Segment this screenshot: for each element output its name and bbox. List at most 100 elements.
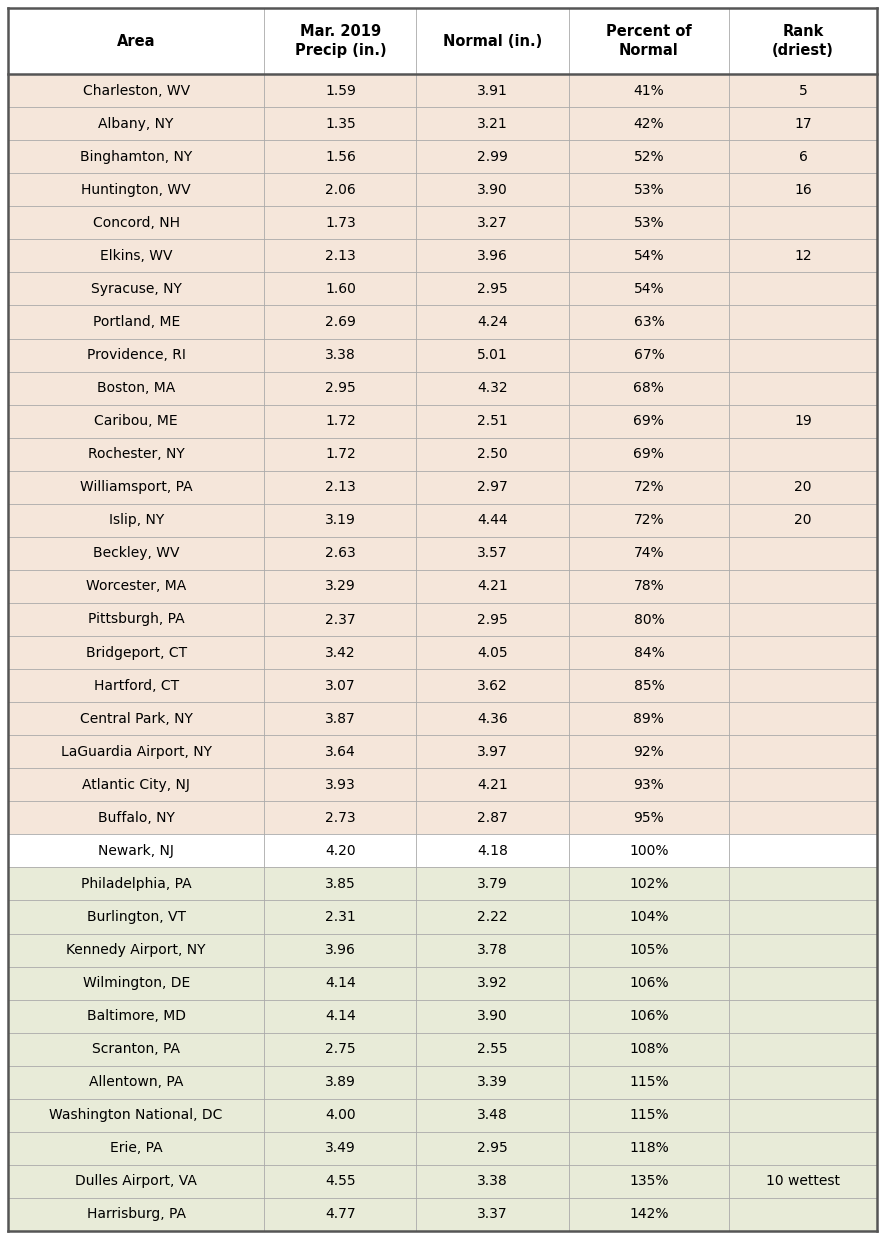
- Bar: [8, 273, 877, 306]
- Bar: [8, 372, 877, 405]
- Text: 5.01: 5.01: [477, 348, 508, 362]
- Text: 3.96: 3.96: [325, 943, 356, 957]
- Text: 1.73: 1.73: [325, 216, 356, 230]
- Text: Elkins, WV: Elkins, WV: [100, 249, 173, 263]
- Text: Central Park, NY: Central Park, NY: [80, 711, 193, 726]
- Text: Mar. 2019
Precip (in.): Mar. 2019 Precip (in.): [295, 24, 386, 58]
- Bar: [8, 207, 877, 239]
- Bar: [8, 107, 877, 140]
- Text: Rochester, NY: Rochester, NY: [88, 447, 185, 461]
- Text: 93%: 93%: [634, 778, 665, 792]
- Text: Dulles Airport, VA: Dulles Airport, VA: [75, 1175, 197, 1188]
- Text: Rank
(driest): Rank (driest): [773, 24, 834, 58]
- Bar: [8, 703, 877, 735]
- Text: 4.24: 4.24: [477, 315, 508, 330]
- Text: 3.37: 3.37: [477, 1208, 508, 1222]
- Text: 105%: 105%: [629, 943, 669, 957]
- Text: 3.92: 3.92: [477, 976, 508, 990]
- Text: 54%: 54%: [634, 249, 665, 263]
- Bar: [8, 834, 877, 867]
- Text: 4.32: 4.32: [477, 382, 508, 395]
- Text: Wilmington, DE: Wilmington, DE: [82, 976, 189, 990]
- Text: Binghamton, NY: Binghamton, NY: [80, 150, 192, 164]
- Bar: [8, 504, 877, 536]
- Text: 2.73: 2.73: [325, 810, 356, 825]
- Bar: [8, 966, 877, 1000]
- Text: 3.90: 3.90: [477, 183, 508, 197]
- Text: 53%: 53%: [634, 183, 665, 197]
- Text: 92%: 92%: [634, 745, 665, 758]
- Text: 3.27: 3.27: [477, 216, 508, 230]
- Bar: [8, 338, 877, 372]
- Text: Kennedy Airport, NY: Kennedy Airport, NY: [66, 943, 206, 957]
- Text: Philadelphia, PA: Philadelphia, PA: [81, 877, 191, 891]
- Bar: [8, 636, 877, 669]
- Text: 41%: 41%: [634, 84, 665, 98]
- Text: 104%: 104%: [629, 909, 669, 924]
- Text: 12: 12: [795, 249, 812, 263]
- Text: 2.22: 2.22: [477, 909, 508, 924]
- Text: Hartford, CT: Hartford, CT: [94, 679, 179, 693]
- Bar: [8, 570, 877, 603]
- Text: 67%: 67%: [634, 348, 665, 362]
- Text: Washington National, DC: Washington National, DC: [50, 1109, 223, 1123]
- Text: 3.29: 3.29: [325, 580, 356, 593]
- Text: 3.93: 3.93: [325, 778, 356, 792]
- Text: 106%: 106%: [629, 976, 669, 990]
- Text: 3.42: 3.42: [325, 646, 356, 659]
- Text: 95%: 95%: [634, 810, 665, 825]
- Bar: [8, 173, 877, 207]
- Text: Islip, NY: Islip, NY: [109, 513, 164, 528]
- Text: 74%: 74%: [634, 546, 665, 560]
- Text: 20: 20: [795, 513, 812, 528]
- Text: 20: 20: [795, 481, 812, 494]
- Text: Allentown, PA: Allentown, PA: [89, 1075, 183, 1089]
- Text: Boston, MA: Boston, MA: [97, 382, 175, 395]
- Text: 78%: 78%: [634, 580, 665, 593]
- Text: Portland, ME: Portland, ME: [93, 315, 180, 330]
- Bar: [8, 536, 877, 570]
- Text: Williamsport, PA: Williamsport, PA: [80, 481, 193, 494]
- Text: 2.95: 2.95: [477, 282, 508, 296]
- Text: 72%: 72%: [634, 513, 665, 528]
- Text: Newark, NJ: Newark, NJ: [98, 844, 174, 857]
- Text: 106%: 106%: [629, 1009, 669, 1023]
- Text: 19: 19: [794, 414, 812, 429]
- Text: 2.55: 2.55: [477, 1042, 508, 1056]
- Text: 3.85: 3.85: [325, 877, 356, 891]
- Text: 4.00: 4.00: [325, 1109, 356, 1123]
- Bar: [8, 437, 877, 471]
- Text: 17: 17: [795, 116, 812, 130]
- Text: 4.14: 4.14: [325, 1009, 356, 1023]
- Bar: [8, 933, 877, 966]
- Bar: [8, 239, 877, 273]
- Text: 2.63: 2.63: [325, 546, 356, 560]
- Text: 42%: 42%: [634, 116, 665, 130]
- Bar: [8, 768, 877, 802]
- Text: 2.87: 2.87: [477, 810, 508, 825]
- Text: Baltimore, MD: Baltimore, MD: [87, 1009, 186, 1023]
- Text: Syracuse, NY: Syracuse, NY: [91, 282, 181, 296]
- Text: 4.14: 4.14: [325, 976, 356, 990]
- Text: 4.18: 4.18: [477, 844, 508, 857]
- Text: LaGuardia Airport, NY: LaGuardia Airport, NY: [61, 745, 212, 758]
- Text: 69%: 69%: [634, 414, 665, 429]
- Text: 3.07: 3.07: [325, 679, 356, 693]
- Text: 2.31: 2.31: [325, 909, 356, 924]
- Text: 3.57: 3.57: [477, 546, 508, 560]
- Text: 2.69: 2.69: [325, 315, 356, 330]
- Text: 2.51: 2.51: [477, 414, 508, 429]
- Text: 2.97: 2.97: [477, 481, 508, 494]
- Text: 4.21: 4.21: [477, 778, 508, 792]
- Text: 1.56: 1.56: [325, 150, 356, 164]
- Text: 2.95: 2.95: [325, 382, 356, 395]
- Text: 10 wettest: 10 wettest: [766, 1175, 840, 1188]
- Bar: [8, 1032, 877, 1066]
- Text: 2.50: 2.50: [477, 447, 508, 461]
- Text: 2.13: 2.13: [325, 249, 356, 263]
- Text: Scranton, PA: Scranton, PA: [92, 1042, 181, 1056]
- Bar: [8, 802, 877, 834]
- Text: Albany, NY: Albany, NY: [98, 116, 173, 130]
- Text: 3.97: 3.97: [477, 745, 508, 758]
- Text: 4.21: 4.21: [477, 580, 508, 593]
